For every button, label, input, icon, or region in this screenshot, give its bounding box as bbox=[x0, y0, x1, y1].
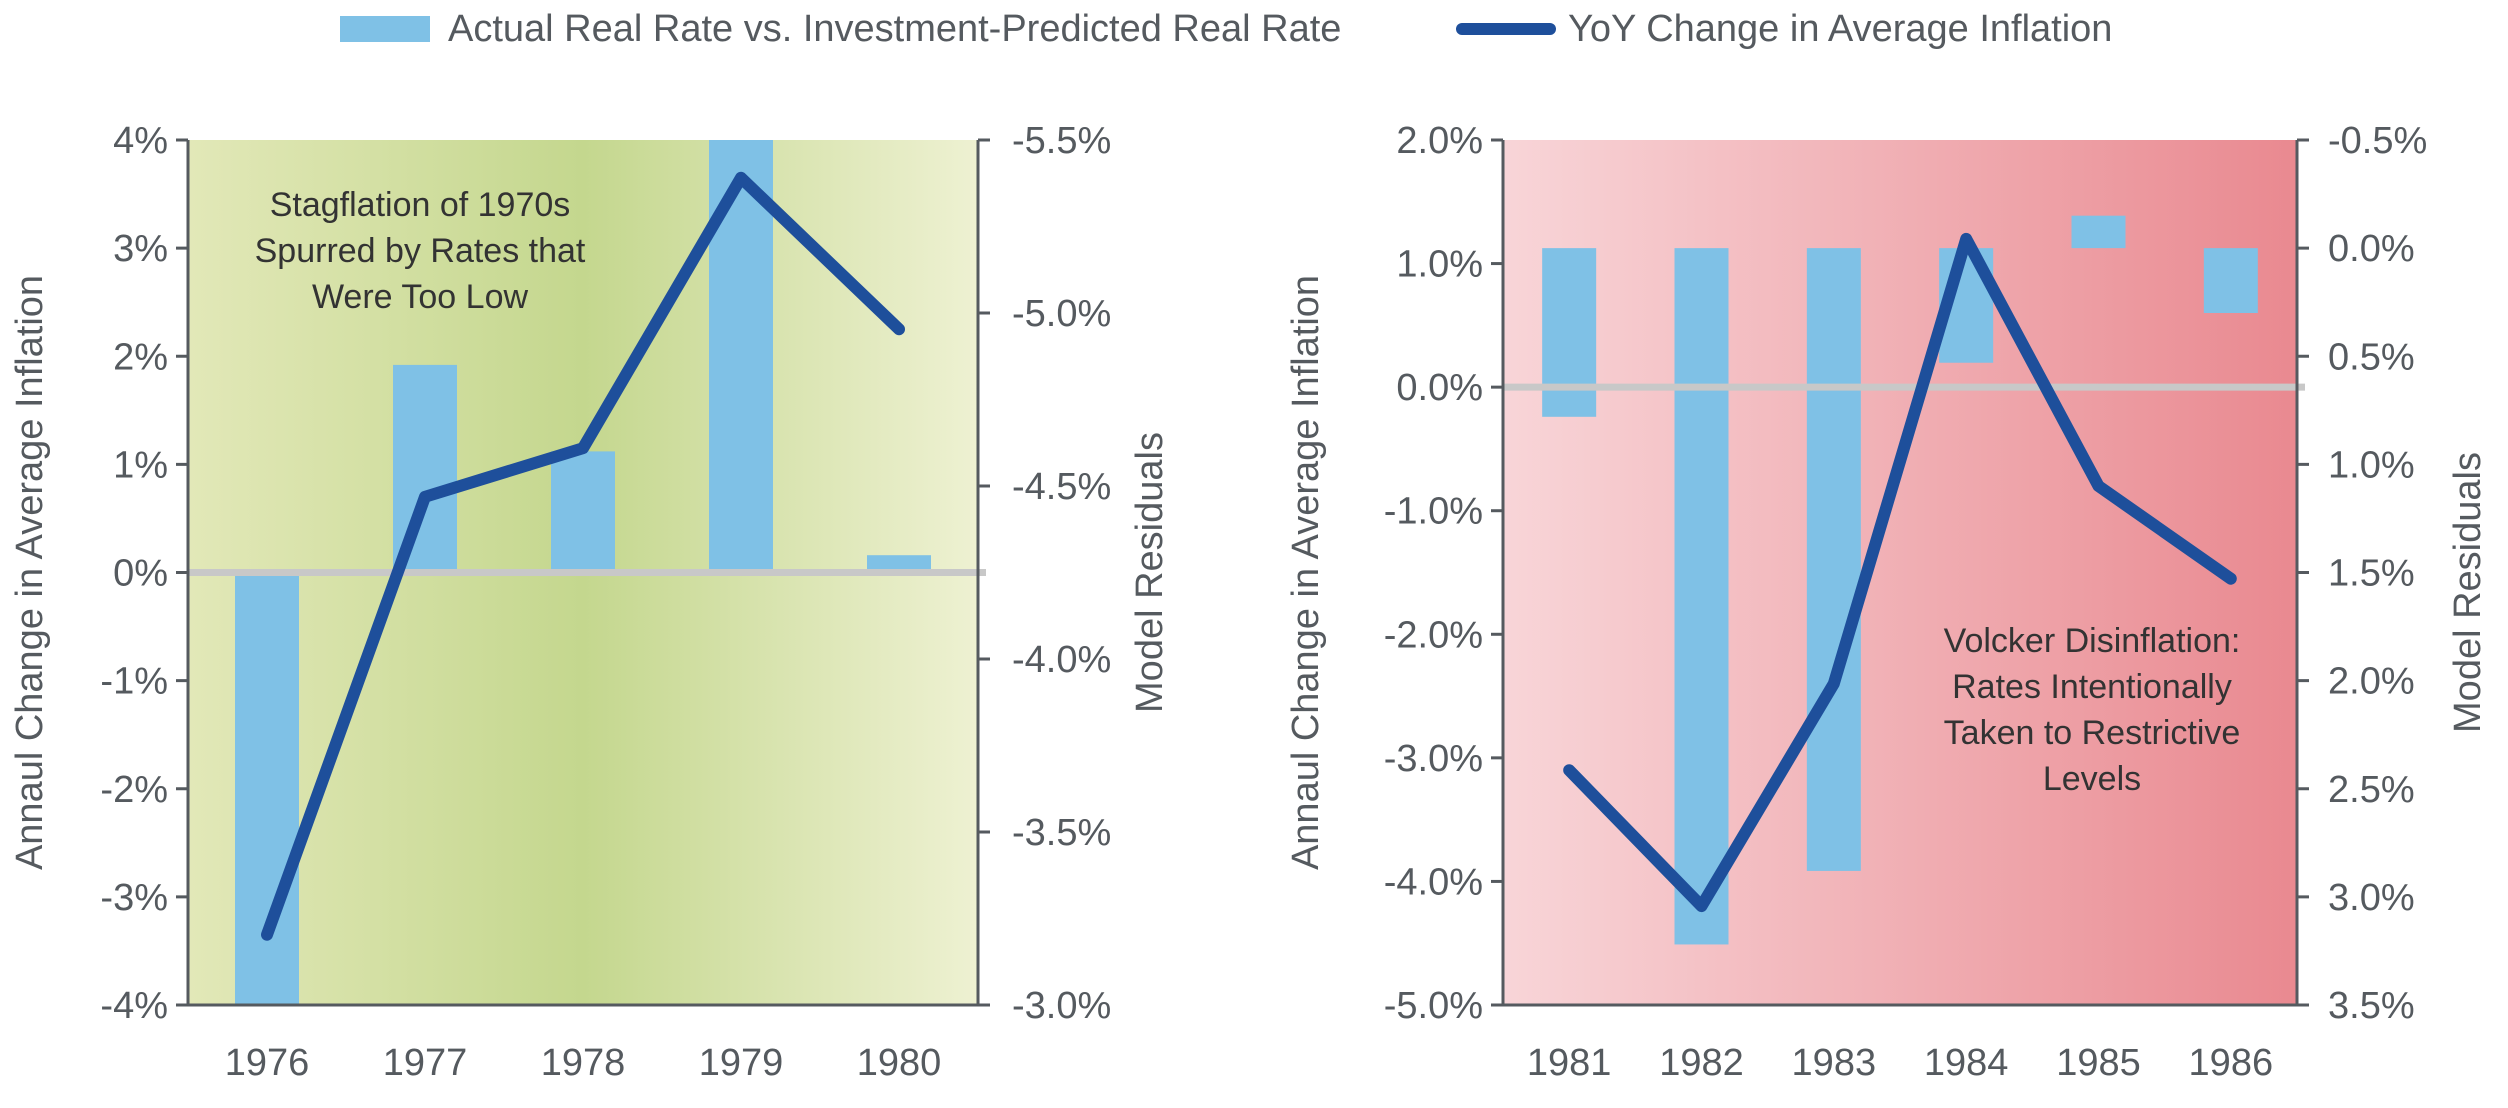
bar-1986 bbox=[2203, 248, 2258, 313]
annotation-line: Volcker Disinflation: bbox=[1944, 622, 2241, 660]
right-tick-label: 3.5% bbox=[2328, 985, 2415, 1027]
left-tick-label: 4% bbox=[113, 120, 168, 162]
left-tick-label: 2% bbox=[113, 336, 168, 378]
x-tick-label: 1980 bbox=[857, 1042, 942, 1084]
right-tick-label: 0.5% bbox=[2328, 336, 2415, 378]
right-tick-label: -3.0% bbox=[1012, 985, 1111, 1027]
left-tick-label: 0% bbox=[113, 553, 168, 595]
inflation-line bbox=[1563, 232, 2237, 913]
annotation-line: Were Too Low bbox=[312, 278, 529, 316]
line-point-1978 bbox=[582, 447, 584, 449]
x-tick-label: 1984 bbox=[1924, 1042, 2009, 1084]
right-tick-label: -4.5% bbox=[1012, 466, 1111, 508]
right-tick-label: -5.5% bbox=[1012, 120, 1111, 162]
bar-1985 bbox=[2071, 215, 2126, 249]
plot-area bbox=[1503, 140, 2297, 1005]
right-tick-label: -3.5% bbox=[1012, 812, 1111, 854]
bar-1982 bbox=[1674, 248, 1729, 945]
bar-1980 bbox=[867, 555, 931, 573]
annotation-line: Taken to Restrictive bbox=[1944, 714, 2241, 752]
left-tick-label: -4% bbox=[100, 985, 168, 1027]
annotation-line: Rates Intentionally bbox=[1952, 668, 2232, 706]
right-axis-title: Model Residuals bbox=[1129, 432, 1171, 713]
line-point-1979 bbox=[740, 177, 742, 179]
x-tick-label: 1986 bbox=[2189, 1042, 2274, 1084]
left-tick-label: -3% bbox=[100, 877, 168, 919]
left-tick-label: -2% bbox=[100, 769, 168, 811]
right-axis-title: Model Residuals bbox=[2447, 452, 2489, 733]
right-tick-label: -0.5% bbox=[2328, 120, 2427, 162]
left-axis-title: Annaul Change in Average Inflation bbox=[9, 275, 51, 870]
right-tick-label: 2.0% bbox=[2328, 661, 2415, 703]
line-point-1983 bbox=[1833, 683, 1835, 685]
left-tick-label: -5.0% bbox=[1384, 985, 1483, 1027]
line-point-1984 bbox=[1965, 238, 1967, 240]
right-tick-label: 2.5% bbox=[2328, 769, 2415, 811]
left-tick-label: 3% bbox=[113, 228, 168, 270]
left-tick-label: 2.0% bbox=[1396, 120, 1483, 162]
left-tick-label: -2.0% bbox=[1384, 614, 1483, 656]
left-tick-label: -1.0% bbox=[1384, 491, 1483, 533]
x-tick-label: 1983 bbox=[1792, 1042, 1877, 1084]
line-point-1985 bbox=[2098, 485, 2099, 487]
left-tick-label: 1% bbox=[113, 444, 168, 486]
left-tick-label: 1.0% bbox=[1396, 244, 1483, 286]
x-tick-label: 1978 bbox=[541, 1042, 626, 1084]
line-point-1977 bbox=[424, 496, 426, 498]
x-tick-label: 1982 bbox=[1659, 1042, 1744, 1084]
x-tick-label: 1976 bbox=[225, 1042, 310, 1084]
left-axis-title: Annaul Change in Average Inflation bbox=[1285, 275, 1327, 870]
bar-1981 bbox=[1542, 248, 1597, 417]
line-point-1982 bbox=[1701, 905, 1702, 907]
bar-1983 bbox=[1806, 248, 1861, 871]
x-tick-label: 1979 bbox=[699, 1042, 784, 1084]
x-tick-label: 1977 bbox=[383, 1042, 468, 1084]
left-tick-label: 0.0% bbox=[1396, 367, 1483, 409]
right-chart-panel: 2.0% 1.0% 0.0% -1.0% -2.0% -3.0% -4.0% -5.0% -0.… bbox=[1285, 120, 2489, 1084]
right-tick-label: -5.0% bbox=[1012, 293, 1111, 335]
legend-line-label: YoY Change in Average Inflation bbox=[1568, 8, 2112, 50]
left-tick-label: -3.0% bbox=[1384, 738, 1483, 780]
annotation-line: Spurred by Rates that bbox=[255, 232, 586, 270]
bar-1977 bbox=[393, 364, 457, 573]
annotation-line: Stagflation of 1970s bbox=[270, 186, 571, 224]
x-tick-label: 1981 bbox=[1527, 1042, 1612, 1084]
left-chart-panel: 4% 3% 2% 1% 0% -1% -2% -3% -4% -5.5% -5.0% -4.5% -4.… bbox=[9, 120, 1171, 1084]
legend-bar-swatch bbox=[340, 16, 430, 42]
right-tick-label: 1.5% bbox=[2328, 553, 2415, 595]
right-tick-label: 3.0% bbox=[2328, 877, 2415, 919]
annotation-line: Levels bbox=[2043, 760, 2141, 798]
bar-1978 bbox=[551, 451, 615, 573]
line-point-1981 bbox=[1568, 769, 1570, 771]
line-point-1976 bbox=[266, 934, 268, 936]
right-tick-label: 1.0% bbox=[2328, 444, 2415, 486]
right-tick-label: -4.0% bbox=[1012, 639, 1111, 681]
line-point-1986 bbox=[2230, 578, 2232, 580]
x-tick-label: 1985 bbox=[2056, 1042, 2141, 1084]
left-tick-label: -1% bbox=[100, 661, 168, 703]
left-tick-label: -4.0% bbox=[1384, 861, 1483, 903]
right-tick-label: 0.0% bbox=[2328, 228, 2415, 270]
legend-bar-label: Actual Real Rate vs. Investment-Predicte… bbox=[448, 8, 1341, 50]
legend: Actual Real Rate vs. Investment-Predicte… bbox=[340, 8, 2112, 50]
line-point-1980 bbox=[898, 328, 900, 330]
